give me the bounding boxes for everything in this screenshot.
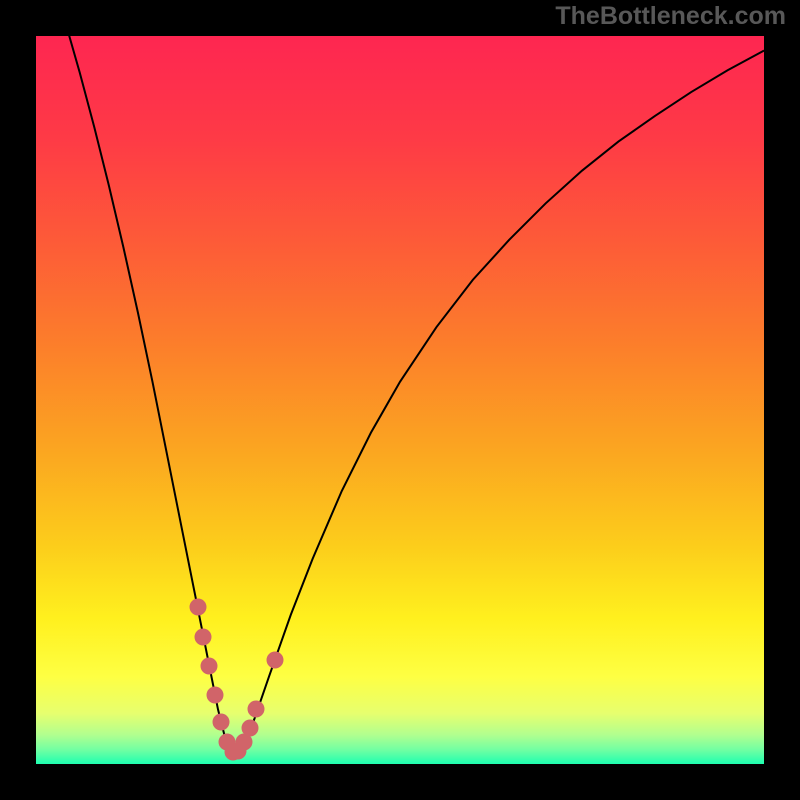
data-marker — [189, 599, 206, 616]
data-marker — [207, 686, 224, 703]
data-marker — [212, 713, 229, 730]
bottleneck-curve-svg — [36, 36, 764, 764]
data-marker — [242, 719, 259, 736]
data-marker — [247, 700, 264, 717]
plot-area — [36, 36, 764, 764]
bottleneck-curve — [36, 36, 764, 753]
data-marker — [195, 628, 212, 645]
data-marker — [201, 657, 218, 674]
chart-frame: TheBottleneck.com — [0, 0, 800, 800]
watermark-text: TheBottleneck.com — [555, 2, 786, 31]
data-marker — [266, 651, 283, 668]
data-marker — [236, 734, 253, 751]
